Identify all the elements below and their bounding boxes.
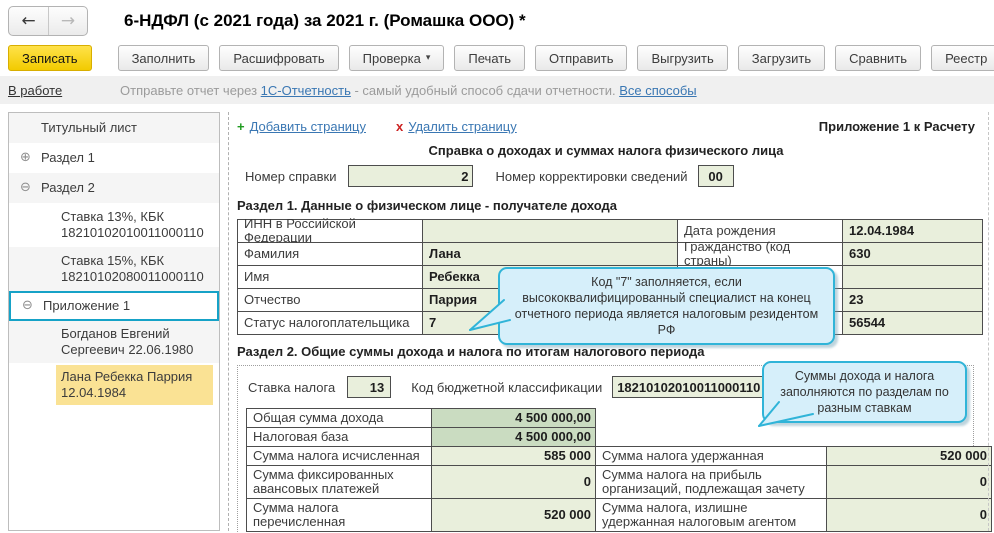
- page-title: 6-НДФЛ (с 2021 года) за 2021 г. (Ромашка…: [124, 11, 526, 30]
- citizenship-field[interactable]: 630: [843, 243, 983, 266]
- row-label: Сумма налога исчисленная: [247, 447, 432, 466]
- total-income-field[interactable]: 4 500 000,00: [432, 409, 596, 428]
- save-button[interactable]: Записать: [8, 45, 92, 71]
- toolbar: Записать Заполнить Расшифровать Проверка…: [0, 42, 994, 74]
- collapse-icon[interactable]: ⊖: [22, 298, 33, 313]
- tax-overwithheld-field[interactable]: 0: [827, 499, 992, 532]
- status-message: Отправьте отчет через 1С-Отчетность - са…: [120, 82, 697, 98]
- ref-number-label: Номер справки: [245, 168, 337, 184]
- ref-number-field[interactable]: 2: [348, 165, 474, 187]
- forward-button[interactable]: →: [48, 7, 87, 35]
- row-label: Налоговая база: [247, 428, 432, 447]
- page-actions-row: + Добавить страницу x Удалить страницу При…: [237, 117, 989, 135]
- report-status-link[interactable]: В работе: [8, 82, 63, 98]
- row-label: Статус налогоплательщика: [238, 312, 423, 335]
- status-bar: В работе Отправьте отчет через 1С-Отчетн…: [0, 76, 994, 104]
- value-field[interactable]: [843, 266, 983, 289]
- add-page-link[interactable]: + Добавить страницу: [237, 118, 366, 134]
- row-label: Сумма налога удержанная: [596, 447, 827, 466]
- row-label: Сумма налога, излишне удержанная налогов…: [596, 499, 827, 532]
- current-page-highlight: Лана Ребекка Паррия 12.04.1984: [56, 365, 213, 405]
- section-tree: Титульный лист ⊕ Раздел 1 ⊖ Раздел 2 Ставк…: [8, 112, 220, 531]
- tooltip-tail: [469, 299, 511, 331]
- fill-button[interactable]: Заполнить: [117, 45, 210, 71]
- tax-calculated-field[interactable]: 585 000: [432, 447, 596, 466]
- back-arrow-icon: ←: [21, 11, 36, 31]
- status-code-tooltip: Код "7" заполняется, если высококвалифиц…: [498, 267, 835, 345]
- title-bar: ← → 6-НДФЛ (с 2021 года) за 2021 г. (Ром…: [0, 0, 994, 42]
- sidebar-item-section1[interactable]: ⊕ Раздел 1: [20, 150, 95, 165]
- income-summary-table: Общая сумма дохода 4 500 000,00 Налогова…: [246, 408, 596, 447]
- compare-button[interactable]: Сравнить: [835, 45, 922, 71]
- sidebar-item-section2[interactable]: ⊖ Раздел 2: [9, 173, 219, 203]
- tax-withheld-field[interactable]: 520 000: [827, 447, 992, 466]
- section1-table: ИНН в Российской Федерации Дата рождения…: [237, 217, 983, 335]
- registry-button[interactable]: Реестр: [931, 45, 994, 71]
- panel-splitter[interactable]: [220, 112, 237, 533]
- 1c-reporting-link[interactable]: 1С-Отчетность: [260, 82, 351, 98]
- kbk-field[interactable]: 18210102010011000110: [612, 376, 798, 398]
- check-button[interactable]: Проверка ▾: [348, 45, 445, 71]
- value-field[interactable]: 56544: [843, 312, 983, 335]
- dropdown-arrow-icon: ▾: [425, 53, 431, 63]
- tax-transferred-field[interactable]: 520 000: [432, 499, 596, 532]
- appendix-corner-label: Приложение 1 к Расчету: [818, 118, 975, 134]
- fixed-advance-field[interactable]: 0: [432, 466, 596, 499]
- row-label: Гражданство (код страны): [678, 240, 843, 268]
- sidebar-item-appendix1[interactable]: ⊖ Приложение 1: [9, 291, 219, 321]
- print-button[interactable]: Печать: [454, 45, 525, 71]
- certificate-form: + Добавить страницу x Удалить страницу При…: [237, 112, 992, 533]
- export-button[interactable]: Выгрузить: [637, 45, 728, 71]
- collapse-icon[interactable]: ⊖: [20, 180, 31, 195]
- row-label: Сумма налога перечисленная: [247, 499, 432, 532]
- section2-title: Раздел 2. Общие суммы дохода и налога по…: [237, 344, 705, 359]
- row-label: Имя: [238, 266, 423, 289]
- birthdate-field[interactable]: 12.04.1984: [843, 220, 983, 243]
- kbk-label: Код бюджетной классификации: [411, 379, 603, 395]
- header-fields-row: Номер справки 2 Номер корректировки свед…: [245, 164, 989, 188]
- delete-page-link[interactable]: x Удалить страницу: [395, 118, 517, 134]
- section2-rate-block: Ставка налога 13 Код бюджетной классифик…: [237, 365, 992, 533]
- inn-field[interactable]: [423, 220, 678, 243]
- sidebar-item-person-lana[interactable]: Лана Ребекка Паррия 12.04.1984: [9, 363, 219, 407]
- tax-rate-label: Ставка налога: [248, 379, 336, 395]
- row-label: ИНН в Российской Федерации: [238, 217, 423, 245]
- tax-amounts-table: Сумма налога исчисленная 585 000 Сумма н…: [246, 446, 992, 532]
- correction-number-field[interactable]: 00: [697, 165, 734, 187]
- row-label: Дата рождения: [678, 220, 843, 243]
- section1-title: Раздел 1. Данные о физическом лице - пол…: [237, 198, 617, 213]
- plus-icon: +: [237, 118, 245, 134]
- value-field[interactable]: 23: [843, 289, 983, 312]
- row-label: Отчество: [238, 289, 423, 312]
- sidebar-item-rate15[interactable]: Ставка 15%, КБК 18210102080011000110: [9, 247, 219, 291]
- sidebar-item-rate13[interactable]: Ставка 13%, КБК 18210102010011000110: [61, 209, 204, 240]
- profit-tax-offset-field[interactable]: 0: [827, 466, 992, 499]
- all-methods-link[interactable]: Все способы: [619, 82, 697, 98]
- row-label: Фамилия: [238, 243, 423, 266]
- forward-arrow-icon: →: [60, 11, 76, 31]
- nav-history-group: ← →: [8, 6, 88, 36]
- send-button[interactable]: Отправить: [535, 45, 628, 71]
- rates-tooltip: Суммы дохода и налога заполняются по раз…: [762, 361, 967, 423]
- row-label: Общая сумма дохода: [247, 409, 432, 428]
- row-label: Сумма фиксированных авансовых платежей: [247, 466, 432, 499]
- decrypt-button[interactable]: Расшифровать: [219, 45, 339, 71]
- rate-row: Ставка налога 13 Код бюджетной классифик…: [248, 375, 973, 399]
- lastname-field[interactable]: Лана: [423, 243, 678, 266]
- tax-rate-field[interactable]: 13: [347, 376, 392, 398]
- content-area: Титульный лист ⊕ Раздел 1 ⊖ Раздел 2 Ставк…: [0, 112, 994, 533]
- import-button[interactable]: Загрузить: [737, 45, 826, 71]
- tooltip-tail: [758, 401, 814, 427]
- sidebar-item-title-page[interactable]: Титульный лист: [9, 113, 219, 143]
- tax-base-field[interactable]: 4 500 000,00: [432, 428, 596, 447]
- row-label: Сумма налога на прибыль организаций, под…: [596, 466, 827, 499]
- delete-x-icon: x: [395, 118, 404, 134]
- form-title: Справка о доходах и суммах налога физиче…: [428, 143, 784, 158]
- expand-icon[interactable]: ⊕: [20, 150, 31, 165]
- correction-number-label: Номер корректировки сведений: [495, 168, 688, 184]
- sidebar-item-person-bogdanov[interactable]: Богданов Евгений Сергеевич 22.06.1980: [9, 321, 219, 363]
- back-button[interactable]: ←: [9, 7, 48, 35]
